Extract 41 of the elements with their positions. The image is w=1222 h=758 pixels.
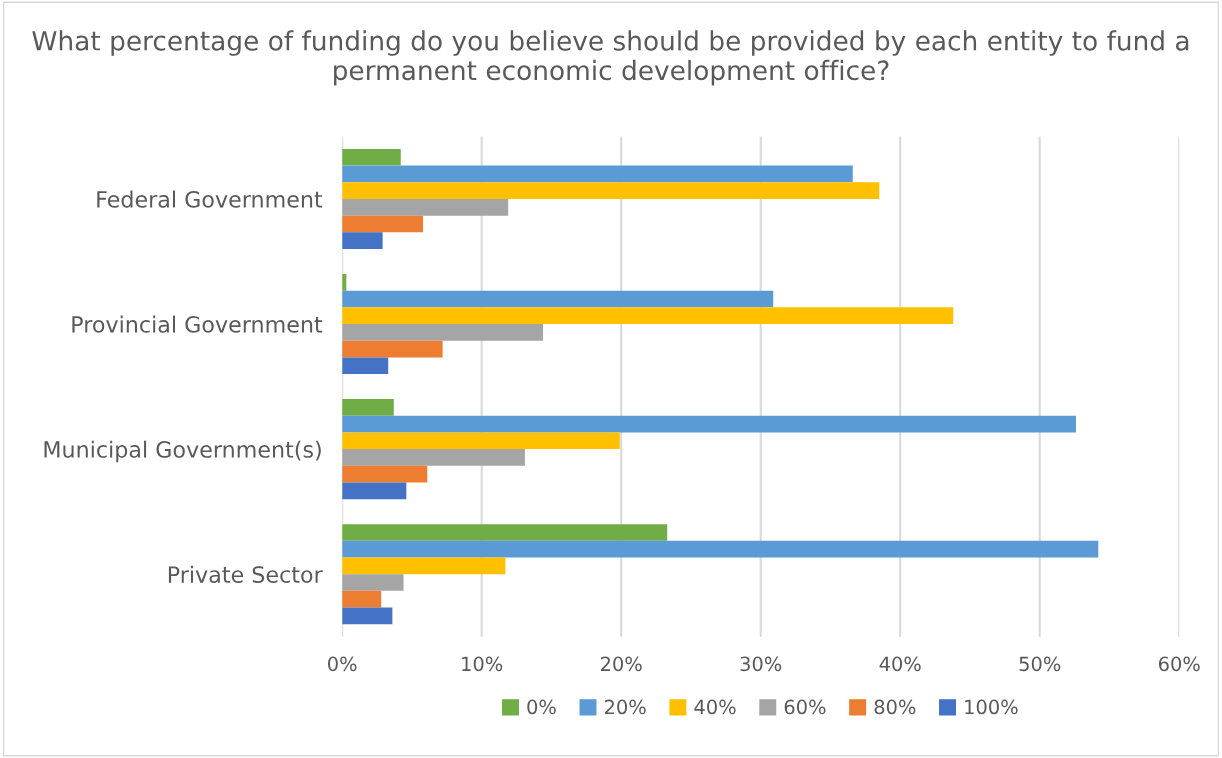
x-tick-label: 10% xyxy=(462,656,503,672)
bar xyxy=(342,198,509,216)
x-tick-label: 20% xyxy=(601,656,642,672)
bar xyxy=(342,449,525,466)
legend-label: 0% xyxy=(527,699,556,715)
x-tick-label: 60% xyxy=(1158,656,1200,672)
legend-label: 60% xyxy=(784,699,826,715)
bar xyxy=(342,540,1099,558)
bar xyxy=(342,340,443,358)
bar xyxy=(342,557,506,575)
bar xyxy=(342,399,394,416)
bar xyxy=(342,590,382,608)
bar xyxy=(342,324,544,341)
y-tick-label: Federal Government xyxy=(97,190,323,208)
bar xyxy=(342,415,1076,433)
x-tick-label: 30% xyxy=(740,656,782,672)
bar xyxy=(342,232,383,249)
bar xyxy=(342,465,428,483)
bar xyxy=(342,482,407,500)
legend-label: 40% xyxy=(694,699,736,715)
bar xyxy=(342,307,954,325)
x-tick-label: 50% xyxy=(1019,656,1061,672)
chart-title: What percentage of funding do you believe should be provided by each entity to fund a permanent economic development office? xyxy=(32,30,1189,86)
y-tick-label: Municipal Government(s) xyxy=(44,440,321,463)
bar xyxy=(342,148,401,166)
bar xyxy=(342,290,774,308)
legend-label: 80% xyxy=(874,699,916,715)
bar xyxy=(342,182,880,199)
bar xyxy=(342,574,404,591)
bar xyxy=(342,165,853,183)
x-tick-label: 40% xyxy=(879,656,921,672)
bar xyxy=(342,215,424,233)
y-tick-label: Provincial Government xyxy=(72,315,323,333)
bar xyxy=(342,607,393,625)
legend-label: 20% xyxy=(604,699,646,715)
y-tick-label: Private Sector xyxy=(168,565,323,583)
bar xyxy=(342,524,668,541)
legend-label: 100% xyxy=(965,699,1018,715)
x-tick-label: 0% xyxy=(328,656,357,672)
bar xyxy=(342,432,620,450)
bar xyxy=(342,357,389,375)
